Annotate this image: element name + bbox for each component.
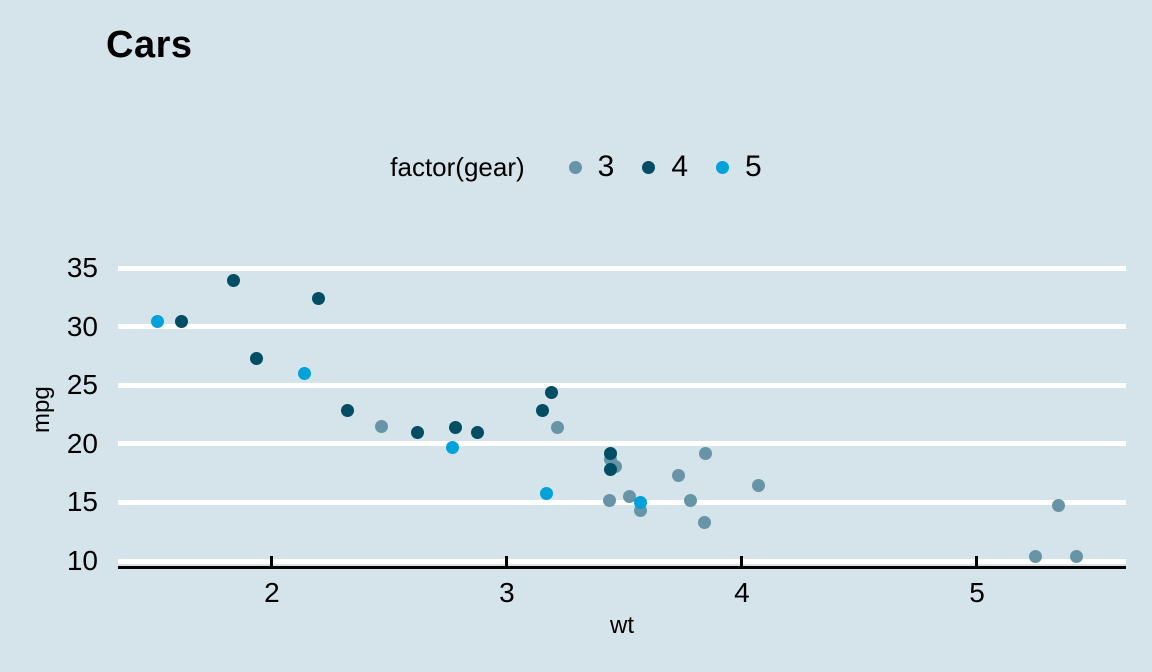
data-point-gear-3 bbox=[1029, 549, 1043, 563]
x-tick-5 bbox=[975, 556, 979, 567]
x-tick-label-4: 4 bbox=[734, 577, 750, 608]
x-tick-label-5: 5 bbox=[969, 577, 985, 608]
gridline-y-15 bbox=[118, 499, 1126, 505]
gridline-y-20 bbox=[118, 441, 1126, 447]
data-point-gear-3 bbox=[672, 468, 686, 482]
data-point-gear-5 bbox=[446, 440, 460, 454]
y-tick-label-10: 10 bbox=[66, 545, 98, 576]
data-point-gear-4 bbox=[174, 315, 188, 329]
data-point-gear-3 bbox=[699, 446, 713, 460]
y-axis-title: mpg bbox=[28, 386, 55, 433]
data-point-gear-4 bbox=[411, 425, 425, 439]
legend-dot-gear-4 bbox=[642, 160, 656, 174]
data-point-gear-3 bbox=[602, 493, 616, 507]
y-tick-label-15: 15 bbox=[66, 486, 98, 518]
data-point-gear-4 bbox=[340, 404, 354, 418]
legend-dot-gear-3 bbox=[568, 160, 582, 174]
x-tick-label-2: 2 bbox=[264, 577, 280, 608]
x-axis-line bbox=[118, 566, 1126, 569]
data-point-gear-3 bbox=[683, 493, 697, 507]
data-point-gear-3 bbox=[550, 420, 564, 434]
gridline-y-35 bbox=[118, 265, 1126, 271]
y-tick-label-30: 30 bbox=[66, 310, 98, 342]
data-point-gear-4 bbox=[603, 463, 617, 477]
data-point-gear-3 bbox=[1051, 499, 1065, 513]
data-point-gear-4 bbox=[603, 446, 617, 460]
legend-item-gear-5: 5 bbox=[716, 150, 762, 184]
data-point-gear-5 bbox=[540, 486, 554, 500]
legend: factor(gear) 3 4 5 bbox=[0, 150, 1152, 184]
y-tick-label-25: 25 bbox=[66, 369, 98, 401]
data-point-gear-5 bbox=[298, 366, 312, 380]
x-tick-4 bbox=[740, 556, 744, 567]
data-point-gear-4 bbox=[535, 404, 549, 418]
legend-label-gear-5: 5 bbox=[745, 150, 762, 183]
legend-item-gear-3: 3 bbox=[568, 150, 615, 184]
legend-dot-gear-5 bbox=[716, 160, 730, 174]
data-point-gear-4 bbox=[226, 274, 240, 288]
gridline-y-25 bbox=[118, 382, 1126, 388]
data-point-gear-4 bbox=[471, 425, 485, 439]
data-point-gear-4 bbox=[545, 385, 559, 399]
data-point-gear-4 bbox=[448, 420, 462, 434]
legend-title: factor(gear) bbox=[390, 151, 525, 182]
data-point-gear-4 bbox=[250, 351, 264, 365]
x-tick-2 bbox=[270, 556, 274, 567]
data-point-gear-3 bbox=[374, 419, 388, 433]
legend-item-gear-4: 4 bbox=[642, 150, 688, 184]
data-point-gear-3 bbox=[697, 515, 711, 529]
data-point-gear-5 bbox=[634, 495, 648, 509]
data-point-gear-4 bbox=[312, 291, 326, 305]
data-point-gear-3 bbox=[751, 479, 765, 493]
data-point-gear-3 bbox=[622, 490, 636, 504]
gridline-y-10 bbox=[118, 558, 1126, 564]
chart-title: Cars bbox=[106, 24, 193, 66]
data-point-gear-5 bbox=[150, 315, 164, 329]
data-point-gear-3 bbox=[1070, 549, 1084, 563]
y-tick-label-20: 20 bbox=[66, 427, 98, 459]
gridline-y-30 bbox=[118, 324, 1126, 330]
legend-label-gear-4: 4 bbox=[671, 150, 689, 183]
y-tick-label-35: 35 bbox=[66, 252, 98, 283]
x-tick-3 bbox=[505, 556, 509, 567]
x-axis-title: wt bbox=[610, 612, 634, 639]
legend-label-gear-3: 3 bbox=[597, 150, 615, 183]
x-tick-label-3: 3 bbox=[499, 577, 515, 608]
